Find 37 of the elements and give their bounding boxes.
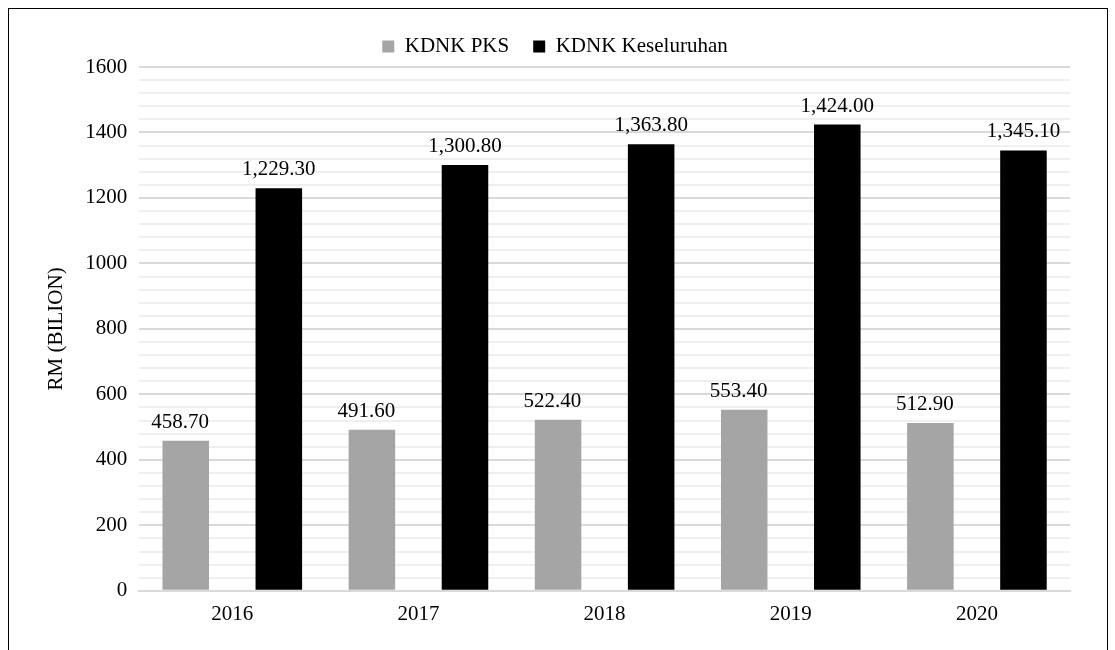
bar: [441, 164, 489, 590]
y-tick-label: 1400: [85, 118, 128, 143]
y-tick-label: 1600: [85, 53, 128, 78]
x-tick-label: 2018: [583, 600, 626, 625]
bar: [907, 422, 954, 590]
bar: [534, 419, 582, 590]
data-label: 1,363.80: [614, 112, 688, 137]
y-tick-label: 200: [95, 511, 128, 536]
x-tick-label: 2016: [211, 600, 254, 625]
y-tick-label: 0: [116, 577, 128, 602]
bar: [255, 188, 303, 590]
y-tick-label: 1200: [85, 184, 128, 209]
x-tick-label: 2017: [397, 600, 440, 625]
legend-label: KDNK Keseluruhan: [555, 33, 729, 58]
data-label: 1,229.30: [242, 156, 316, 181]
legend-label: KDNK PKS: [404, 33, 510, 58]
data-label: 1,424.00: [800, 92, 875, 117]
y-axis-title: RM (BILION): [43, 267, 68, 391]
x-tick-label: 2019: [769, 600, 812, 625]
data-label: 491.60: [337, 397, 396, 422]
bar: [814, 124, 861, 590]
data-label: 1,345.10: [986, 118, 1061, 143]
data-label: 512.90: [895, 390, 954, 415]
bar: [720, 409, 768, 590]
data-label: 1,300.80: [428, 132, 502, 157]
y-tick-label: 600: [95, 380, 128, 405]
data-label: 553.40: [709, 377, 768, 402]
y-tick-label: 1000: [85, 249, 128, 274]
y-tick-label: 800: [95, 315, 128, 340]
y-tick-label: 400: [95, 446, 128, 471]
bar: [348, 429, 396, 590]
x-tick-label: 2020: [955, 600, 998, 625]
data-label: 522.40: [523, 387, 582, 412]
bar: [627, 144, 675, 590]
bar: [162, 440, 210, 590]
bar: [1000, 150, 1047, 590]
data-label: 458.70: [151, 408, 210, 433]
